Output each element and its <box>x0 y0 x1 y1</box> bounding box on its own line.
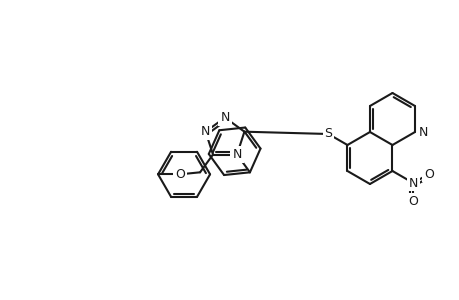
Text: N: N <box>408 176 417 190</box>
Text: O: O <box>408 194 417 208</box>
Text: N: N <box>201 125 210 138</box>
Text: N: N <box>418 125 427 139</box>
Text: O: O <box>175 168 185 181</box>
Text: N: N <box>232 148 241 161</box>
Text: S: S <box>324 128 332 140</box>
Text: N: N <box>220 111 229 124</box>
Text: O: O <box>423 167 433 181</box>
